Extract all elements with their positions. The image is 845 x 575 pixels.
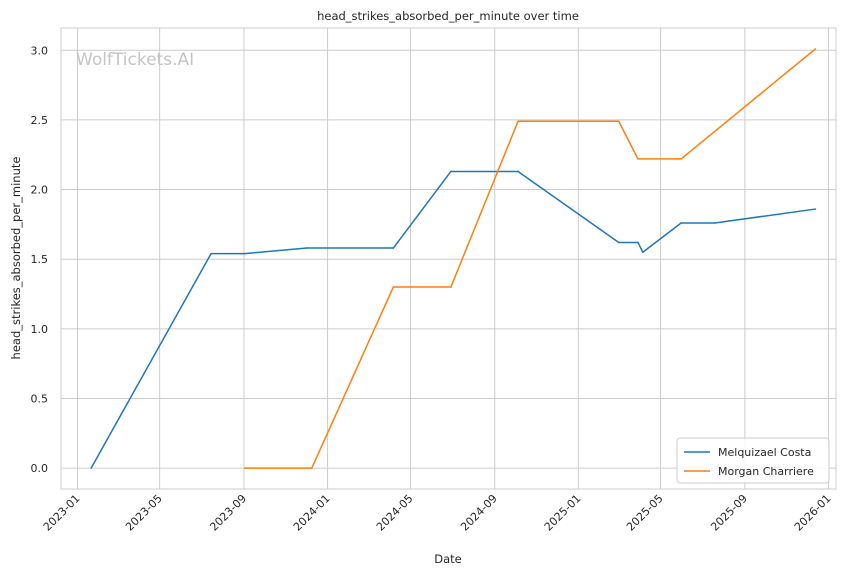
x-gridlines	[76, 28, 829, 489]
y-tick-label: 3.0	[31, 44, 49, 57]
y-tick-label: 0.5	[31, 392, 49, 405]
legend: Melquizael Costa Morgan Charriere	[676, 437, 830, 484]
x-axis-label: Date	[434, 552, 462, 566]
data-point-morgan-charriere	[517, 120, 519, 123]
y-tick-label: 1.5	[31, 253, 49, 266]
data-point-melquizael-costa	[713, 222, 716, 224]
data-point-melquizael-costa	[637, 241, 639, 244]
y-tick-label: 2.0	[31, 184, 49, 197]
data-point-melquizael-costa	[617, 241, 620, 244]
data-point-melquizael-costa	[680, 222, 682, 224]
data-point-melquizael-costa	[306, 247, 308, 249]
data-point-melquizael-costa	[243, 252, 246, 255]
data-point-morgan-charriere	[450, 286, 452, 288]
data-point-melquizael-costa	[814, 208, 817, 210]
y-axis-label: head_strikes_absorbed_per_minute	[9, 157, 23, 360]
legend-label-morgan-charriere: Morgan Charriere	[718, 465, 814, 478]
legend-label-melquizael-costa: Melquizael Costa	[718, 446, 811, 459]
data-point-morgan-charriere	[680, 158, 682, 160]
data-point-melquizael-costa	[641, 251, 644, 254]
data-point-melquizael-costa	[90, 467, 92, 469]
chart-title: head_strikes_absorbed_per_minute over ti…	[317, 9, 579, 23]
plot-area	[60, 27, 837, 490]
y-tick-label: 0.0	[31, 462, 49, 475]
data-point-morgan-charriere	[617, 120, 620, 123]
data-point-morgan-charriere	[637, 158, 639, 160]
data-point-melquizael-costa	[450, 170, 452, 173]
data-point-morgan-charriere	[243, 467, 246, 469]
data-point-melquizael-costa	[392, 247, 395, 249]
legend-box	[676, 437, 830, 484]
data-point-morgan-charriere	[311, 467, 313, 469]
data-point-morgan-charriere	[814, 48, 817, 50]
data-point-melquizael-costa	[210, 252, 212, 255]
y-tick-label: 1.0	[31, 323, 49, 336]
y-tick-labels: 0.0 0.5 1.0 1.5 2.0 2.5 3.0	[31, 44, 49, 475]
data-point-morgan-charriere	[392, 286, 395, 288]
y-tick-label: 2.5	[31, 114, 49, 127]
data-point-melquizael-costa	[517, 170, 519, 173]
series-lines	[90, 48, 817, 469]
watermark-text: WolfTickets.AI	[76, 50, 194, 70]
